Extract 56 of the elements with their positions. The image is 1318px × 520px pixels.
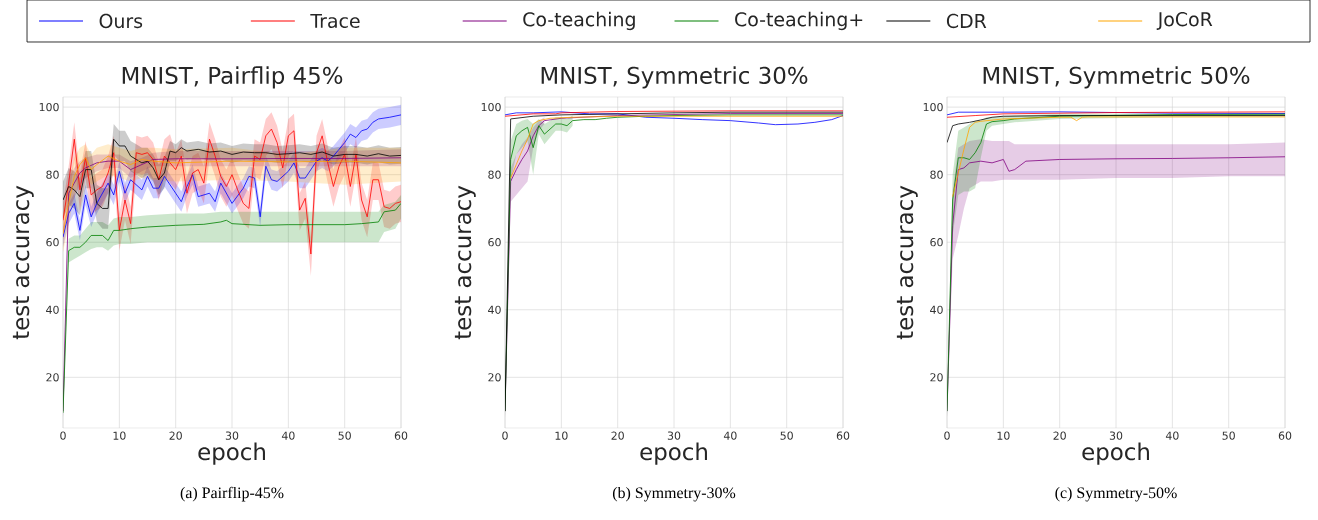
y-tick-label: 40 (930, 305, 943, 314)
text: (b) Symmetry-30% (612, 486, 736, 502)
x-tick-label: 50 (1222, 431, 1235, 440)
x-tick-label: 40 (723, 431, 737, 440)
x-tick-label: 10 (555, 431, 568, 440)
legend-label: Ours (99, 13, 143, 29)
y-axis-title: test accuracy (12, 185, 34, 340)
x-tick-label: 50 (338, 431, 351, 440)
x-tick-label: 30 (1109, 431, 1123, 440)
y-tick-label: 100 (923, 102, 943, 112)
y-tick-label: 40 (488, 305, 501, 314)
y-tick-label: 20 (46, 373, 59, 382)
x-tick-label: 60 (1278, 431, 1292, 440)
x-axis-title: epoch (640, 442, 707, 465)
y-axis-title: test accuracy (896, 185, 918, 340)
x-tick-label: 40 (1165, 431, 1179, 440)
y-tick-label: 40 (46, 305, 59, 314)
x-tick-label: 60 (394, 431, 408, 440)
y-tick-label: 20 (488, 373, 501, 382)
y-tick-label: 100 (481, 102, 501, 112)
y-tick-label: 80 (930, 170, 943, 179)
y-tick-label: 60 (46, 238, 59, 247)
x-tick-label: 40 (281, 431, 295, 440)
y-tick-label: 80 (488, 170, 501, 179)
legend-label: Trace (310, 13, 360, 29)
legend-label: CDR (946, 13, 987, 29)
x-tick-label: 20 (611, 431, 624, 440)
legend-label: Co-teaching (523, 11, 635, 31)
chart-title: MNIST, Pairflip 45% (122, 66, 343, 89)
x-tick-label: 10 (113, 431, 126, 440)
y-tick-label: 100 (39, 102, 59, 112)
x-axis-title: epoch (1082, 442, 1149, 465)
x-tick-label: 0 (502, 431, 508, 440)
x-tick-label: 30 (225, 431, 239, 440)
chart-title: MNIST, Symmetric 30% (541, 66, 808, 89)
x-tick-label: 50 (780, 431, 793, 440)
x-tick-label: 30 (667, 431, 681, 440)
y-axis-title: test accuracy (454, 185, 476, 340)
y-tick-label: 60 (488, 238, 501, 247)
text: (c) Symmetry-50% (1055, 486, 1177, 502)
y-tick-label: 80 (46, 170, 59, 179)
x-tick-label: 60 (836, 431, 850, 440)
line-series (63, 138, 402, 209)
legend-label: Co-teaching+ (735, 11, 863, 31)
x-tick-label: 10 (997, 431, 1010, 440)
y-tick-label: 60 (930, 238, 943, 247)
x-tick-label: 20 (1053, 431, 1066, 440)
y-tick-label: 20 (930, 373, 943, 382)
legend-label: JoCoR (1156, 12, 1213, 30)
chart-title: MNIST, Symmetric 50% (983, 66, 1250, 89)
x-tick-label: 20 (169, 431, 182, 440)
line-series (63, 155, 402, 235)
x-tick-label: 0 (60, 431, 66, 440)
x-tick-label: 0 (944, 431, 950, 440)
text: (a) Pairflip-45% (180, 486, 284, 502)
x-axis-title: epoch (198, 442, 265, 465)
